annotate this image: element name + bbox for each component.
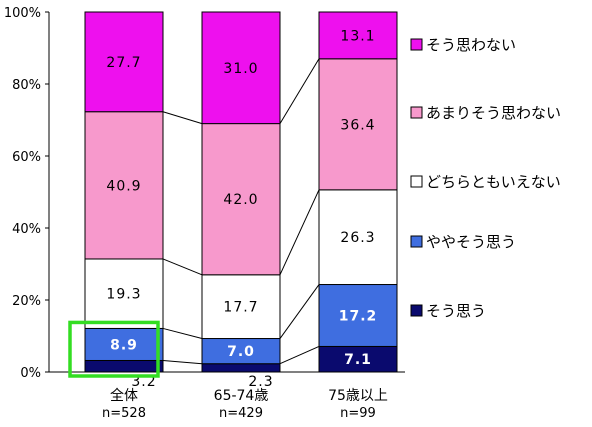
bar-segment xyxy=(84,258,164,329)
y-tick-label: 80% xyxy=(12,78,41,93)
bar-segment xyxy=(201,363,281,373)
data-label: 42.0 xyxy=(223,192,258,208)
data-label: 17.2 xyxy=(339,308,378,324)
y-tick-label: 100% xyxy=(4,6,41,21)
category-label: 65-74歳 xyxy=(214,388,269,404)
bar-segment xyxy=(201,11,281,125)
legend-swatch xyxy=(410,175,423,188)
legend-swatch xyxy=(410,304,423,317)
category-label: 75歳以上 xyxy=(328,388,388,404)
bar-segment xyxy=(318,58,398,191)
connector-line xyxy=(162,327,203,340)
data-label: 8.9 xyxy=(110,337,138,353)
data-label: 17.7 xyxy=(223,300,258,316)
data-label: 26.3 xyxy=(340,230,375,246)
connector-line xyxy=(279,58,320,124)
bar-segment xyxy=(318,11,398,60)
legend-label: そう思う xyxy=(426,302,486,320)
bar-segment xyxy=(84,11,164,113)
y-tick-label: 20% xyxy=(12,294,41,309)
connector-line xyxy=(279,284,320,339)
connector-line xyxy=(279,189,320,276)
data-label: 40.9 xyxy=(106,178,141,194)
data-label: 31.0 xyxy=(223,61,258,77)
category-n-label: n=99 xyxy=(340,406,376,421)
data-label: 7.1 xyxy=(344,352,372,368)
bar-segment xyxy=(201,338,281,365)
legend-label: どちらともいえない xyxy=(426,173,561,191)
bar-segment xyxy=(84,359,164,373)
data-label: 13.1 xyxy=(340,28,375,44)
bar-segment xyxy=(84,111,164,260)
category-n-label: n=429 xyxy=(219,406,263,421)
legend-swatch xyxy=(410,38,423,51)
data-label: 19.3 xyxy=(106,287,141,303)
data-label: 36.4 xyxy=(340,117,375,133)
legend-label: そう思わない xyxy=(426,36,516,54)
legend-label: ややそう思う xyxy=(426,233,516,251)
highlight-box xyxy=(68,320,160,378)
legend-label: あまりそう思わない xyxy=(426,104,561,122)
bar-segment xyxy=(318,345,398,373)
connector-line xyxy=(162,111,203,125)
y-tick-label: 0% xyxy=(20,366,41,381)
category-label: 全体 xyxy=(110,387,138,404)
legend-swatch xyxy=(410,106,423,119)
category-n-label: n=528 xyxy=(102,406,146,421)
connector-line xyxy=(279,345,320,365)
data-label: 27.7 xyxy=(106,55,141,71)
bar-segment xyxy=(318,284,398,347)
bar-segment xyxy=(84,327,164,361)
bar-segment xyxy=(201,123,281,276)
connector-line xyxy=(162,359,203,365)
data-label: 3.2 xyxy=(131,374,156,390)
data-label: 7.0 xyxy=(227,344,255,360)
data-label: 2.3 xyxy=(248,374,273,390)
y-tick-label: 60% xyxy=(12,150,41,165)
connector-line xyxy=(162,258,203,276)
legend-swatch xyxy=(410,235,423,248)
y-tick-label: 40% xyxy=(12,222,41,237)
